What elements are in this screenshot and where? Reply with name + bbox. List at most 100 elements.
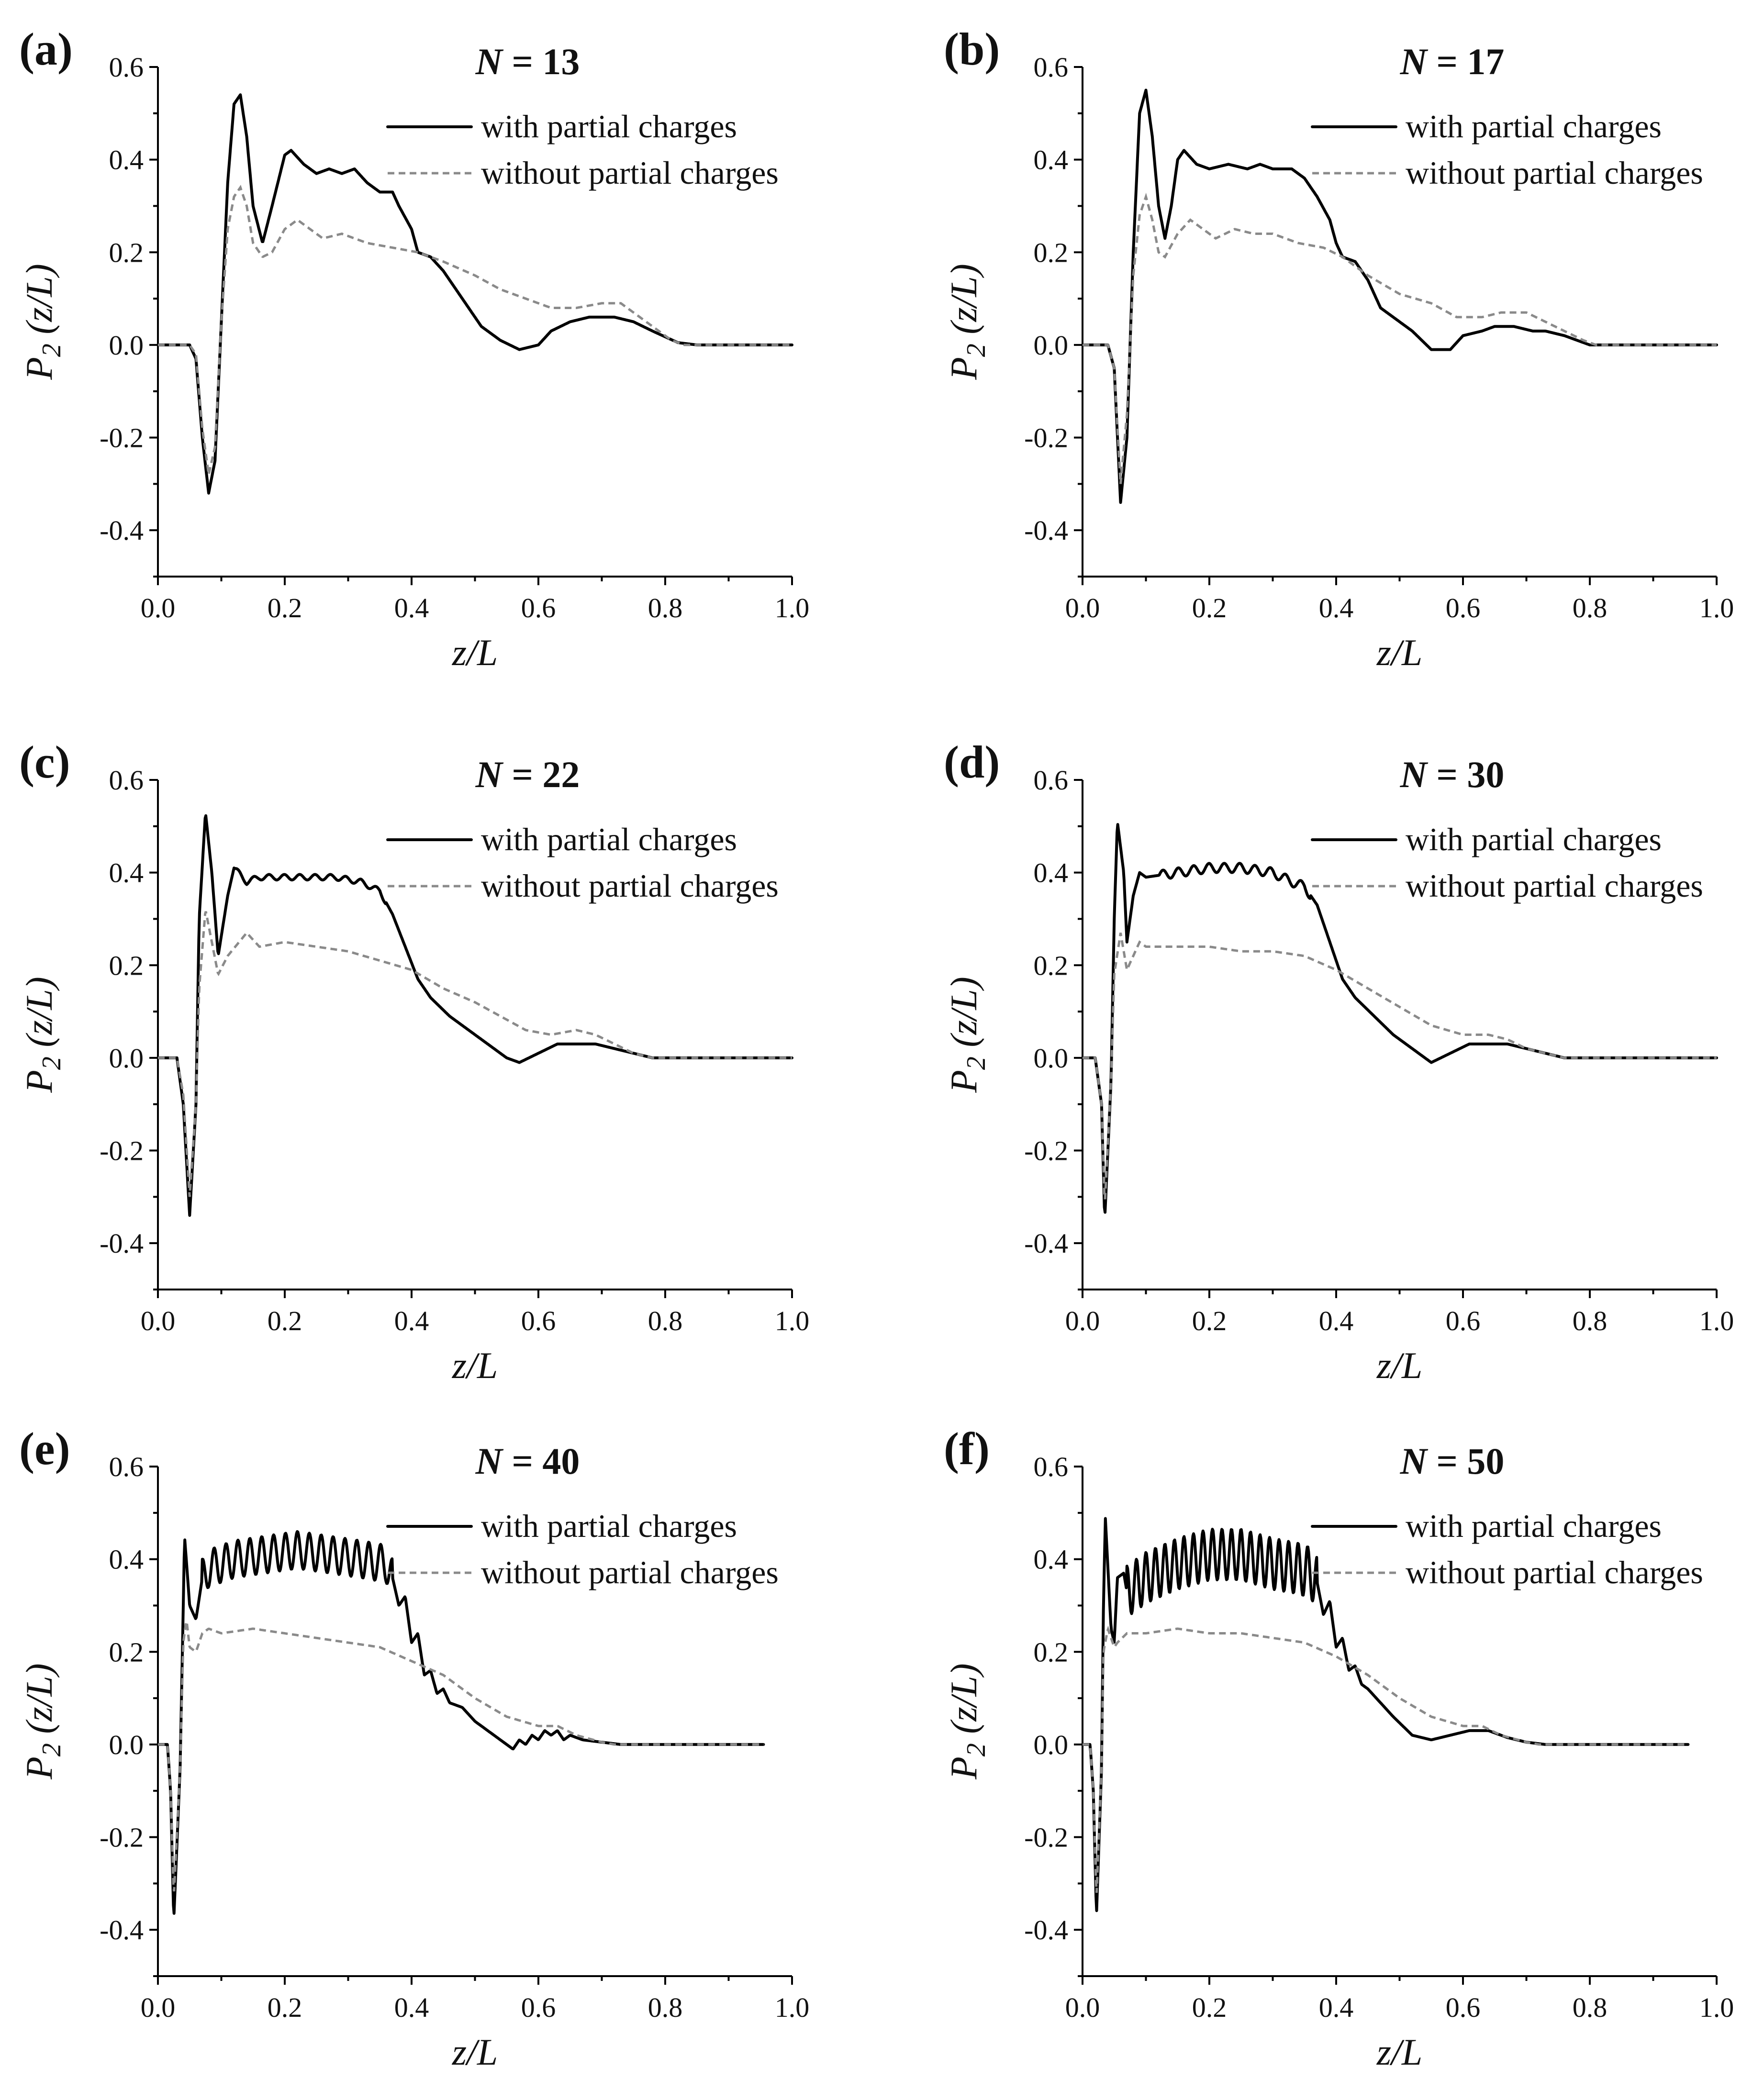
x-tick-label: 0.2 xyxy=(1192,592,1227,623)
x-axis-title: z/L xyxy=(1376,2031,1422,2073)
legend-label-with: with partial charges xyxy=(481,821,737,857)
x-tick-label: 0.4 xyxy=(394,1992,429,2023)
chart-title-equals: = xyxy=(502,41,542,82)
chart-title: N = 50 xyxy=(1400,1440,1505,1482)
x-tick-label: 0.2 xyxy=(268,1305,302,1336)
x-axis-title: z/L xyxy=(1376,1345,1422,1386)
chart-panel-e: (e) N = 40 -0.4 -0.2 0.0 0.2 0.4 0.6 0.0 0.2 0.4 0.… xyxy=(18,1423,809,2073)
panel-label: (f) xyxy=(944,1423,990,1474)
y-tick-label: 0.6 xyxy=(1034,52,1069,83)
series-line-without-partial-charges xyxy=(158,185,792,475)
y-tick-label: 0.2 xyxy=(109,237,144,268)
chart-title-value: 50 xyxy=(1467,1440,1504,1482)
chart-title: N = 22 xyxy=(475,754,580,795)
y-axis-title-subscript: 2 xyxy=(37,1743,67,1757)
series-line-without-partial-charges xyxy=(158,1617,764,1892)
y-tick-label: -0.2 xyxy=(100,422,144,454)
y-axis-title-symbol: P xyxy=(18,1757,60,1780)
y-tick-label: 0.6 xyxy=(109,765,144,796)
x-tick-label: 0.0 xyxy=(1065,1992,1100,2023)
chart-title: N = 17 xyxy=(1400,41,1505,82)
x-tick-label: 0.0 xyxy=(1065,592,1100,623)
x-tick-label: 0.2 xyxy=(268,592,302,623)
chart-title-variable: N xyxy=(1400,754,1429,795)
y-tick-label: 0.6 xyxy=(109,52,144,83)
y-tick-label: -0.2 xyxy=(100,1822,144,1853)
y-tick-label: 0.4 xyxy=(1034,857,1069,889)
y-tick-label: 0.2 xyxy=(109,1636,144,1668)
y-axis-title: P2 (z/L) xyxy=(18,1663,67,1780)
series-line-with-partial-charges xyxy=(1081,89,1718,504)
x-tick-label: 0.2 xyxy=(268,1992,302,2023)
x-tick-label: 0.2 xyxy=(1192,1305,1227,1336)
x-tick-label: 0.0 xyxy=(1065,1305,1100,1336)
y-axis-title: P2 (z/L) xyxy=(18,264,67,380)
chart-title: N = 30 xyxy=(1400,754,1505,795)
x-tick-label: 0.8 xyxy=(648,592,683,623)
y-axis-title-argument: (z/L) xyxy=(943,977,984,1056)
legend-label-without: without partial charges xyxy=(481,1554,779,1590)
y-axis-title-subscript: 2 xyxy=(961,1743,991,1757)
y-tick-label: 0.4 xyxy=(109,1544,144,1575)
chart-panel-d: (d) N = 30 -0.4 -0.2 0.0 0.2 0.4 0.6 0.0 0.2 0.4 0.… xyxy=(943,736,1734,1386)
chart-title-value: 30 xyxy=(1467,754,1504,795)
legend-label-with: with partial charges xyxy=(481,1508,737,1544)
chart-title-variable: N xyxy=(475,1440,504,1482)
panel-label: (d) xyxy=(944,736,1000,788)
x-tick-label: 0.4 xyxy=(1319,592,1354,623)
y-tick-label: 0.0 xyxy=(109,1729,144,1760)
y-tick-label: -0.4 xyxy=(1024,1914,1068,1946)
y-tick-label: 0.4 xyxy=(109,857,144,889)
chart-title-value: 40 xyxy=(542,1440,580,1482)
panel-label: (c) xyxy=(19,736,70,788)
y-tick-label: -0.4 xyxy=(1024,1228,1068,1259)
series-line-without-partial-charges xyxy=(1083,192,1717,484)
x-axis-title: z/L xyxy=(452,2031,498,2073)
chart-title-value: 17 xyxy=(1467,41,1504,82)
y-tick-label: -0.2 xyxy=(1024,1822,1068,1853)
chart-title: N = 40 xyxy=(475,1440,580,1482)
legend-label-without: without partial charges xyxy=(481,155,779,191)
y-tick-label: 0.0 xyxy=(109,1043,144,1074)
y-tick-label: -0.2 xyxy=(1024,1135,1068,1167)
chart-title-value: 22 xyxy=(542,754,580,795)
y-tick-label: 0.6 xyxy=(1034,1451,1069,1482)
x-tick-label: 0.6 xyxy=(521,1992,556,2023)
panel-label: (e) xyxy=(19,1423,70,1474)
chart-title-variable: N xyxy=(1400,1440,1429,1482)
x-tick-label: 1.0 xyxy=(1699,592,1734,623)
x-tick-label: 0.6 xyxy=(521,592,556,623)
chart-title-value: 13 xyxy=(542,41,580,82)
legend-label-with: with partial charges xyxy=(1406,821,1662,857)
legend-label-with: with partial charges xyxy=(481,108,737,145)
x-tick-label: 0.8 xyxy=(1573,1992,1608,2023)
x-tick-label: 0.6 xyxy=(521,1305,556,1336)
x-tick-label: 0.0 xyxy=(141,1305,176,1336)
x-tick-label: 0.8 xyxy=(1573,592,1608,623)
x-tick-label: 0.6 xyxy=(1446,1305,1481,1336)
x-tick-label: 0.4 xyxy=(394,1305,429,1336)
y-tick-label: 0.0 xyxy=(1034,1043,1069,1074)
series-line-with-partial-charges xyxy=(1081,823,1718,1214)
y-tick-label: 0.6 xyxy=(109,1451,144,1482)
y-tick-label: -0.4 xyxy=(100,1914,144,1946)
y-tick-label: 0.2 xyxy=(109,950,144,981)
legend-label-with: with partial charges xyxy=(1406,108,1662,145)
chart-title-equals: = xyxy=(1427,1440,1467,1482)
y-tick-label: 0.4 xyxy=(109,145,144,176)
y-tick-label: 0.2 xyxy=(1034,237,1069,268)
y-axis-title-subscript: 2 xyxy=(961,1056,991,1070)
chart-title: N = 13 xyxy=(475,41,580,82)
y-tick-label: 0.0 xyxy=(1034,330,1069,361)
y-tick-label: -0.2 xyxy=(1024,422,1068,454)
chart-title-variable: N xyxy=(475,754,504,795)
chart-title-equals: = xyxy=(502,754,542,795)
y-axis-title-argument: (z/L) xyxy=(943,264,984,344)
y-axis-title: P2 (z/L) xyxy=(943,1663,991,1780)
y-axis-title-argument: (z/L) xyxy=(18,264,60,344)
chart-title-equals: = xyxy=(1427,754,1467,795)
x-tick-label: 0.8 xyxy=(648,1305,683,1336)
y-axis-title-argument: (z/L) xyxy=(18,1663,60,1743)
x-tick-label: 0.6 xyxy=(1446,1992,1481,2023)
series-line-without-partial-charges xyxy=(1083,933,1717,1200)
